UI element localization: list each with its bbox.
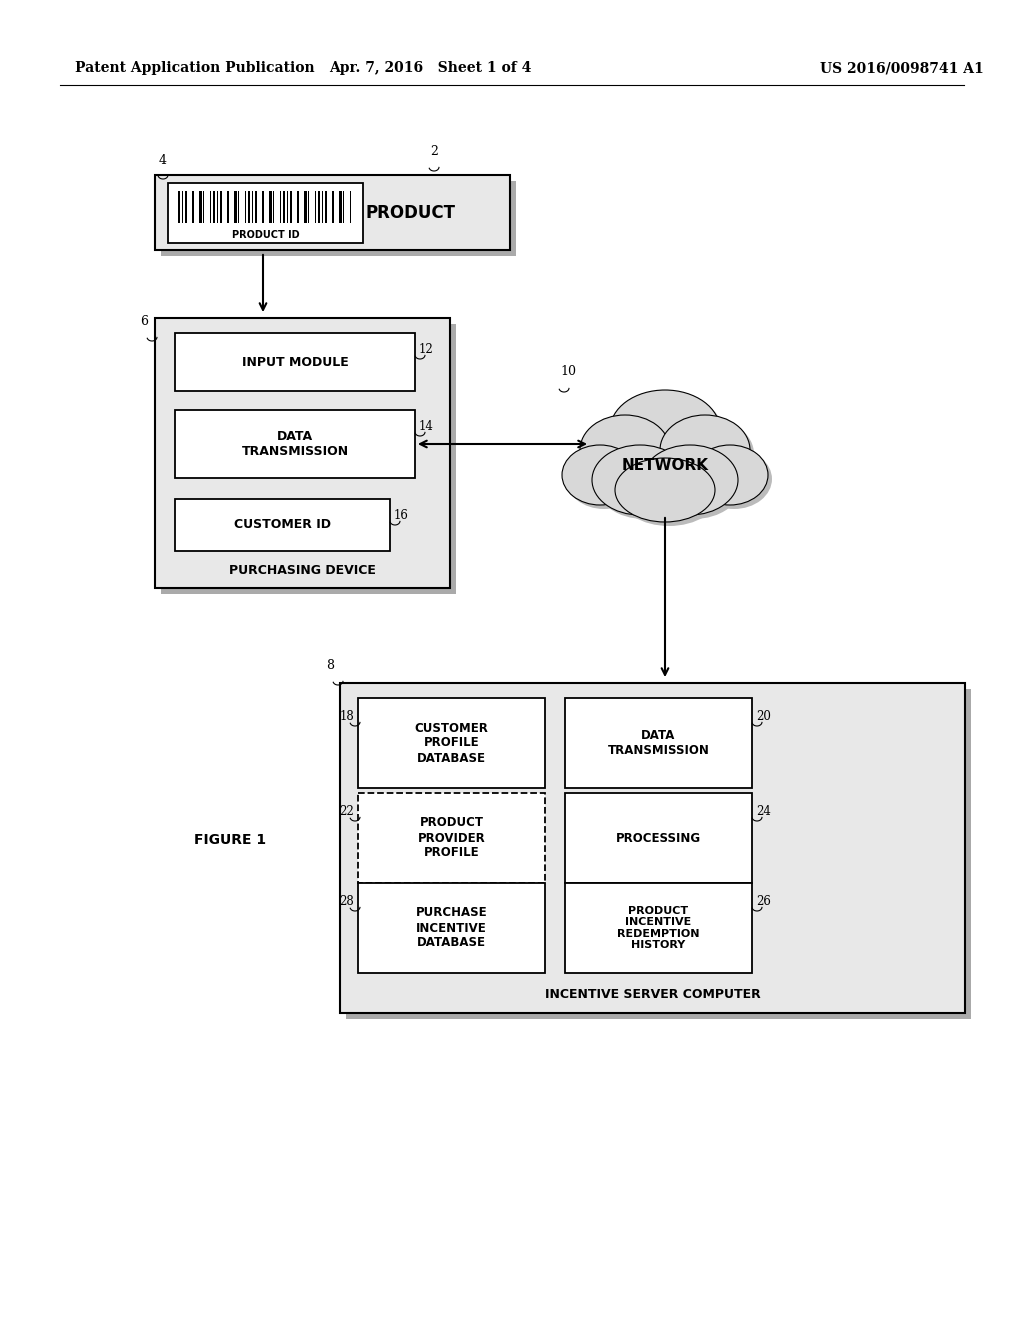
Bar	[358, 698, 545, 788]
Bar	[565, 883, 752, 973]
Text: Patent Application Publication: Patent Application Publication	[75, 61, 314, 75]
Ellipse shape	[660, 414, 750, 484]
Text: 14: 14	[419, 420, 434, 433]
Bar	[332, 191, 334, 223]
Bar	[175, 333, 415, 391]
Bar	[307, 191, 308, 223]
Text: 26: 26	[756, 895, 771, 908]
Text: PROCESSING: PROCESSING	[616, 832, 701, 845]
Text: 20: 20	[756, 710, 771, 723]
Text: 28: 28	[339, 895, 354, 908]
Text: CUSTOMER ID: CUSTOMER ID	[234, 519, 331, 532]
Text: CUSTOMER
PROFILE
DATABASE: CUSTOMER PROFILE DATABASE	[415, 722, 488, 764]
Text: PURCHASING DEVICE: PURCHASING DEVICE	[229, 564, 376, 577]
Bar	[349, 191, 351, 223]
Bar	[161, 181, 516, 256]
Bar	[248, 191, 250, 223]
Ellipse shape	[596, 449, 692, 519]
Ellipse shape	[580, 414, 670, 484]
Text: 2: 2	[430, 145, 438, 158]
Ellipse shape	[615, 458, 715, 521]
Bar	[283, 191, 285, 223]
Bar	[358, 793, 545, 883]
Bar	[290, 191, 293, 223]
Text: PURCHASE
INCENTIVE
DATABASE: PURCHASE INCENTIVE DATABASE	[416, 907, 487, 949]
Ellipse shape	[614, 393, 724, 474]
Bar	[565, 793, 752, 883]
Text: PRODUCT
PROVIDER
PROFILE: PRODUCT PROVIDER PROFILE	[418, 817, 485, 859]
Text: PRODUCT: PRODUCT	[366, 203, 456, 222]
Ellipse shape	[696, 449, 772, 510]
Bar	[245, 191, 246, 223]
Bar	[168, 183, 362, 243]
Text: INCENTIVE SERVER COMPUTER: INCENTIVE SERVER COMPUTER	[545, 989, 761, 1002]
Bar	[210, 191, 211, 223]
Bar	[185, 191, 187, 223]
Bar	[269, 191, 271, 223]
Bar	[272, 191, 273, 223]
Text: DATA
TRANSMISSION: DATA TRANSMISSION	[242, 430, 348, 458]
Bar	[216, 191, 217, 223]
Ellipse shape	[618, 462, 719, 525]
Bar	[304, 191, 307, 223]
Bar	[318, 191, 319, 223]
Bar	[280, 191, 281, 223]
Ellipse shape	[584, 418, 674, 488]
Bar	[161, 323, 456, 594]
Text: FIGURE 1: FIGURE 1	[194, 833, 266, 847]
Text: 18: 18	[339, 710, 354, 723]
Bar	[220, 191, 222, 223]
Bar	[155, 318, 450, 587]
Bar	[193, 191, 195, 223]
Text: PRODUCT ID: PRODUCT ID	[231, 230, 299, 240]
Text: 16: 16	[394, 510, 409, 521]
Ellipse shape	[664, 418, 754, 488]
Bar	[213, 191, 215, 223]
Bar	[252, 191, 253, 223]
Bar	[339, 191, 342, 223]
Bar	[358, 883, 545, 973]
Text: 12: 12	[419, 343, 434, 356]
Text: DATA
TRANSMISSION: DATA TRANSMISSION	[607, 729, 710, 756]
Bar	[227, 191, 229, 223]
Ellipse shape	[592, 445, 688, 515]
Bar	[262, 191, 264, 223]
Ellipse shape	[562, 445, 638, 506]
Text: Apr. 7, 2016   Sheet 1 of 4: Apr. 7, 2016 Sheet 1 of 4	[329, 61, 531, 75]
Bar	[342, 191, 344, 223]
Bar	[199, 191, 202, 223]
Bar	[314, 191, 316, 223]
Text: 22: 22	[339, 805, 354, 818]
Bar	[203, 191, 204, 223]
Bar	[322, 191, 323, 223]
Bar	[175, 411, 415, 478]
Bar	[340, 682, 965, 1012]
Bar	[297, 191, 299, 223]
Bar	[155, 176, 510, 249]
Ellipse shape	[610, 389, 720, 470]
Text: US 2016/0098741 A1: US 2016/0098741 A1	[820, 61, 984, 75]
Text: 4: 4	[159, 154, 167, 168]
Ellipse shape	[646, 449, 742, 519]
Bar	[287, 191, 288, 223]
Bar	[181, 191, 182, 223]
Bar	[255, 191, 257, 223]
Text: 24: 24	[756, 805, 771, 818]
Bar	[178, 191, 180, 223]
Text: 6: 6	[140, 315, 148, 327]
Ellipse shape	[642, 445, 738, 515]
Bar	[346, 689, 971, 1019]
Bar	[565, 698, 752, 788]
Text: PRODUCT
INCENTIVE
REDEMPTION
HISTORY: PRODUCT INCENTIVE REDEMPTION HISTORY	[617, 906, 699, 950]
Text: NETWORK: NETWORK	[622, 458, 709, 473]
Bar	[234, 191, 237, 223]
Ellipse shape	[692, 445, 768, 506]
Bar	[325, 191, 328, 223]
Bar	[175, 499, 390, 550]
Text: 10: 10	[560, 366, 575, 378]
Text: 8: 8	[326, 659, 334, 672]
Bar	[238, 191, 239, 223]
Text: INPUT MODULE: INPUT MODULE	[242, 355, 348, 368]
Ellipse shape	[566, 449, 642, 510]
